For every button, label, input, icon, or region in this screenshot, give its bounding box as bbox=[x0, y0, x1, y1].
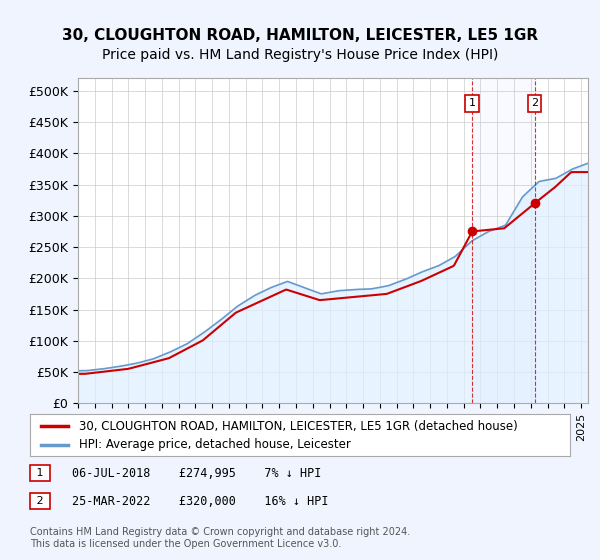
Text: HPI: Average price, detached house, Leicester: HPI: Average price, detached house, Leic… bbox=[79, 438, 350, 451]
Bar bbox=[472, 78, 535, 403]
Text: 1: 1 bbox=[33, 468, 47, 478]
Text: 25-MAR-2022    £320,000    16% ↓ HPI: 25-MAR-2022 £320,000 16% ↓ HPI bbox=[72, 494, 329, 508]
Text: Price paid vs. HM Land Registry's House Price Index (HPI): Price paid vs. HM Land Registry's House … bbox=[102, 48, 498, 62]
Text: 2: 2 bbox=[33, 496, 47, 506]
Text: 06-JUL-2018    £274,995    7% ↓ HPI: 06-JUL-2018 £274,995 7% ↓ HPI bbox=[72, 466, 322, 480]
Text: 2: 2 bbox=[531, 99, 538, 109]
Text: 30, CLOUGHTON ROAD, HAMILTON, LEICESTER, LE5 1GR: 30, CLOUGHTON ROAD, HAMILTON, LEICESTER,… bbox=[62, 28, 538, 43]
Text: Contains HM Land Registry data © Crown copyright and database right 2024.
This d: Contains HM Land Registry data © Crown c… bbox=[30, 527, 410, 549]
Text: 30, CLOUGHTON ROAD, HAMILTON, LEICESTER, LE5 1GR (detached house): 30, CLOUGHTON ROAD, HAMILTON, LEICESTER,… bbox=[79, 419, 517, 433]
Text: 1: 1 bbox=[469, 99, 476, 109]
